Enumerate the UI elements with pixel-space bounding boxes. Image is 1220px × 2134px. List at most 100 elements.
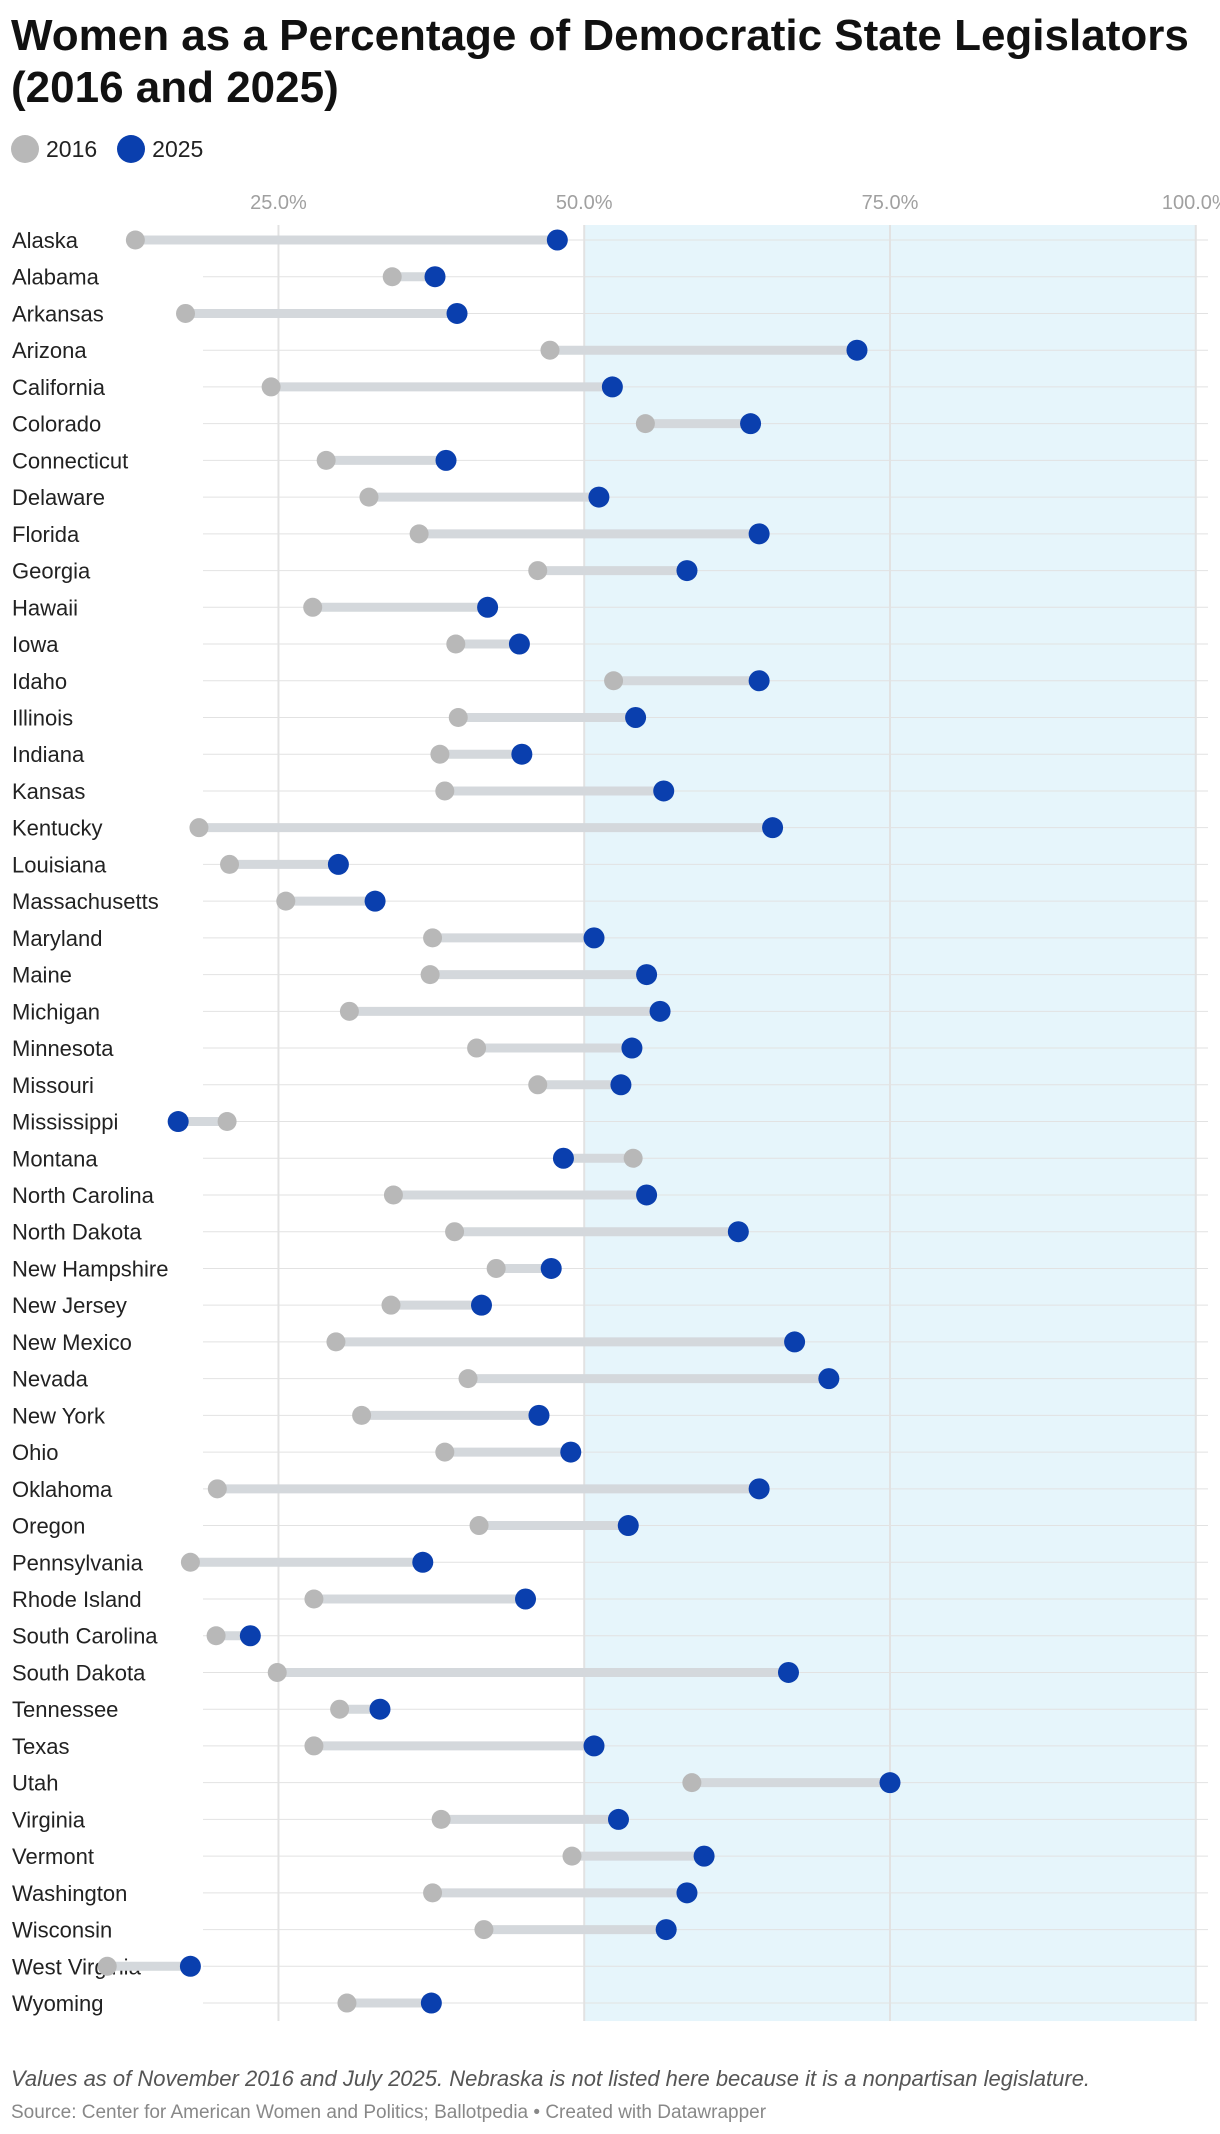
state-label: Missouri xyxy=(12,1073,94,1098)
legend: 2016 2025 xyxy=(11,134,223,164)
dot-2025 xyxy=(621,1037,643,1059)
dot-2025 xyxy=(470,1294,492,1316)
dot-2016 xyxy=(207,1479,227,1499)
dot-2016 xyxy=(430,744,450,764)
dot-2016 xyxy=(326,1332,346,1352)
dot-2016 xyxy=(528,1075,548,1095)
dot-2016 xyxy=(469,1516,489,1536)
dot-2025 xyxy=(762,817,784,839)
dot-2016 xyxy=(682,1773,702,1793)
dot-plot: 25.0% 50.0% 75.0% 100.0% Alaska Alabama Arkans… xyxy=(12,192,1220,2022)
dot-2025 xyxy=(179,1955,201,1977)
dot-2016 xyxy=(352,1405,372,1425)
dot-2025 xyxy=(740,413,762,435)
dot-2016 xyxy=(176,303,196,323)
dot-2016 xyxy=(431,1809,451,1829)
state-label: Idaho xyxy=(12,669,67,694)
dot-2025 xyxy=(693,1845,715,1867)
state-label: Vermont xyxy=(12,1844,94,1869)
dot-2025 xyxy=(748,523,770,545)
chart-title: Women as a Percentage of Democratic Stat… xyxy=(11,11,1189,112)
state-label: Montana xyxy=(12,1146,98,1171)
dot-2016 xyxy=(267,1662,287,1682)
legend-item-2016: 2016 xyxy=(11,135,97,163)
dot-2016 xyxy=(486,1258,506,1278)
dot-2016 xyxy=(330,1699,350,1719)
dot-2025 xyxy=(676,1882,698,1904)
state-label: Hawaii xyxy=(12,595,78,620)
dot-2025 xyxy=(649,1000,671,1022)
dot-2016 xyxy=(261,377,281,397)
state-label: Arizona xyxy=(12,338,87,363)
state-label: Alabama xyxy=(12,265,100,290)
state-label: Oregon xyxy=(12,1514,85,1539)
dot-2016 xyxy=(189,818,209,838)
state-label: North Dakota xyxy=(12,1220,142,1245)
legend-label-2025: 2025 xyxy=(152,135,204,162)
dot-2016 xyxy=(220,854,240,874)
state-label: Oklahoma xyxy=(12,1477,113,1502)
dot-2025 xyxy=(446,302,468,324)
dot-2016 xyxy=(420,965,440,985)
legend-item-2025: 2025 xyxy=(117,135,203,163)
state-label: Maine xyxy=(12,963,72,988)
dot-2016 xyxy=(409,524,429,544)
dot-2025 xyxy=(515,1588,537,1610)
dot-2025 xyxy=(784,1331,806,1353)
dot-2025 xyxy=(420,1992,442,2014)
state-label: Wisconsin xyxy=(12,1918,112,1943)
state-label: Minnesota xyxy=(12,1036,114,1061)
dot-2016 xyxy=(562,1846,582,1866)
dot-2016 xyxy=(435,1442,455,1462)
dot-2016 xyxy=(383,1185,403,1205)
state-label: Louisiana xyxy=(12,852,107,877)
dot-2016 xyxy=(217,1112,237,1132)
dot-2025 xyxy=(528,1404,550,1426)
state-label: Arkansas xyxy=(12,301,104,326)
state-label: Utah xyxy=(12,1771,58,1796)
dot-2025 xyxy=(508,633,530,655)
legend-dot-2025 xyxy=(117,135,146,163)
state-label: Georgia xyxy=(12,559,91,584)
state-label: Massachusetts xyxy=(12,889,159,914)
dot-2016 xyxy=(304,1589,324,1609)
dot-2025 xyxy=(636,1184,658,1206)
dot-2025 xyxy=(540,1257,562,1279)
dot-2016 xyxy=(276,891,296,911)
state-label: Florida xyxy=(12,522,80,547)
state-label: Kansas xyxy=(12,779,85,804)
dot-2016 xyxy=(316,450,336,470)
state-label: Illinois xyxy=(12,705,73,730)
dot-2025 xyxy=(412,1551,434,1573)
dot-2016 xyxy=(125,230,145,250)
dot-2016 xyxy=(339,1001,359,1021)
state-label: Nevada xyxy=(12,1367,89,1392)
dot-2016 xyxy=(435,781,455,801)
dot-2016 xyxy=(540,340,560,360)
state-label: Iowa xyxy=(12,632,59,657)
dot-2025 xyxy=(167,1111,189,1133)
dot-2025 xyxy=(676,560,698,582)
state-label: California xyxy=(12,375,106,400)
state-label: Rhode Island xyxy=(12,1587,142,1612)
dot-2025 xyxy=(435,449,457,471)
dot-2016 xyxy=(97,1956,117,1976)
dot-2025 xyxy=(617,1515,639,1537)
x-tick-label: 50.0% xyxy=(556,192,613,214)
dot-2025 xyxy=(655,1919,677,1941)
dot-2016 xyxy=(448,707,468,727)
dot-2025 xyxy=(601,376,623,398)
state-label: Texas xyxy=(12,1734,69,1759)
dot-2016 xyxy=(381,1295,401,1315)
dot-2025 xyxy=(625,706,647,728)
dot-2025 xyxy=(607,1808,629,1830)
state-label: Connecticut xyxy=(12,448,128,473)
dot-2016 xyxy=(423,928,443,948)
state-label: Pennsylvania xyxy=(12,1550,144,1575)
dot-2025 xyxy=(583,1735,605,1757)
dot-2025 xyxy=(653,780,675,802)
dot-2016 xyxy=(446,634,466,654)
dot-2025 xyxy=(511,743,533,765)
state-label: Tennessee xyxy=(12,1697,118,1722)
dot-2025 xyxy=(239,1625,261,1647)
